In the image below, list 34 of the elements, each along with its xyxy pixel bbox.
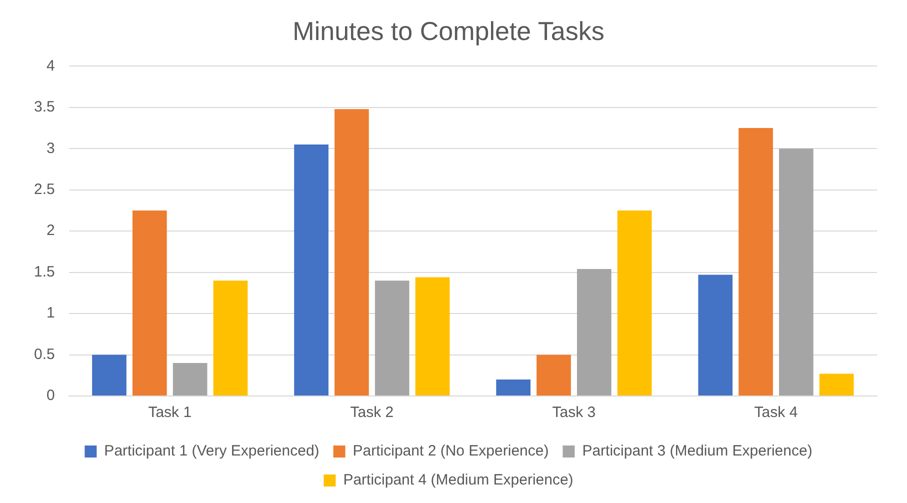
bar xyxy=(779,148,814,396)
bar xyxy=(172,363,208,396)
y-tick-label: 4 xyxy=(46,57,55,74)
legend-label: Participant 1 (Very Experienced) xyxy=(104,442,320,460)
legend-label: Participant 4 (Medium Experience) xyxy=(343,472,574,489)
bar xyxy=(415,277,450,396)
bar xyxy=(294,144,328,396)
y-tick-label: 0.5 xyxy=(34,346,55,363)
bar xyxy=(132,210,167,396)
x-tick-label: Task 1 xyxy=(148,404,192,422)
bar xyxy=(334,109,369,396)
bar xyxy=(374,280,410,396)
bar xyxy=(738,128,773,396)
legend-label: Participant 2 (No Experience) xyxy=(352,442,549,460)
bar xyxy=(496,380,531,396)
bar xyxy=(698,274,733,396)
bar xyxy=(819,374,854,396)
chart-title: Minutes to Complete Tasks xyxy=(292,16,604,46)
x-tick-label: Task 4 xyxy=(754,404,798,422)
y-tick-label: 3.5 xyxy=(34,98,55,116)
bar xyxy=(576,269,612,396)
legend-label: Participant 3 (Medium Experience) xyxy=(582,442,812,460)
bar xyxy=(213,280,248,396)
bar xyxy=(536,354,571,396)
y-tick-label: 2.5 xyxy=(34,181,55,198)
y-tick-label: 1.5 xyxy=(34,263,55,280)
y-tick-label: 0 xyxy=(46,387,55,404)
y-tick-label: 3 xyxy=(46,140,55,157)
bar xyxy=(92,354,126,396)
bar xyxy=(617,210,652,396)
y-tick-label: 1 xyxy=(46,304,55,322)
y-tick-label: 2 xyxy=(46,222,55,240)
x-tick-label: Task 2 xyxy=(350,404,394,422)
x-tick-label: Task 3 xyxy=(552,404,596,422)
